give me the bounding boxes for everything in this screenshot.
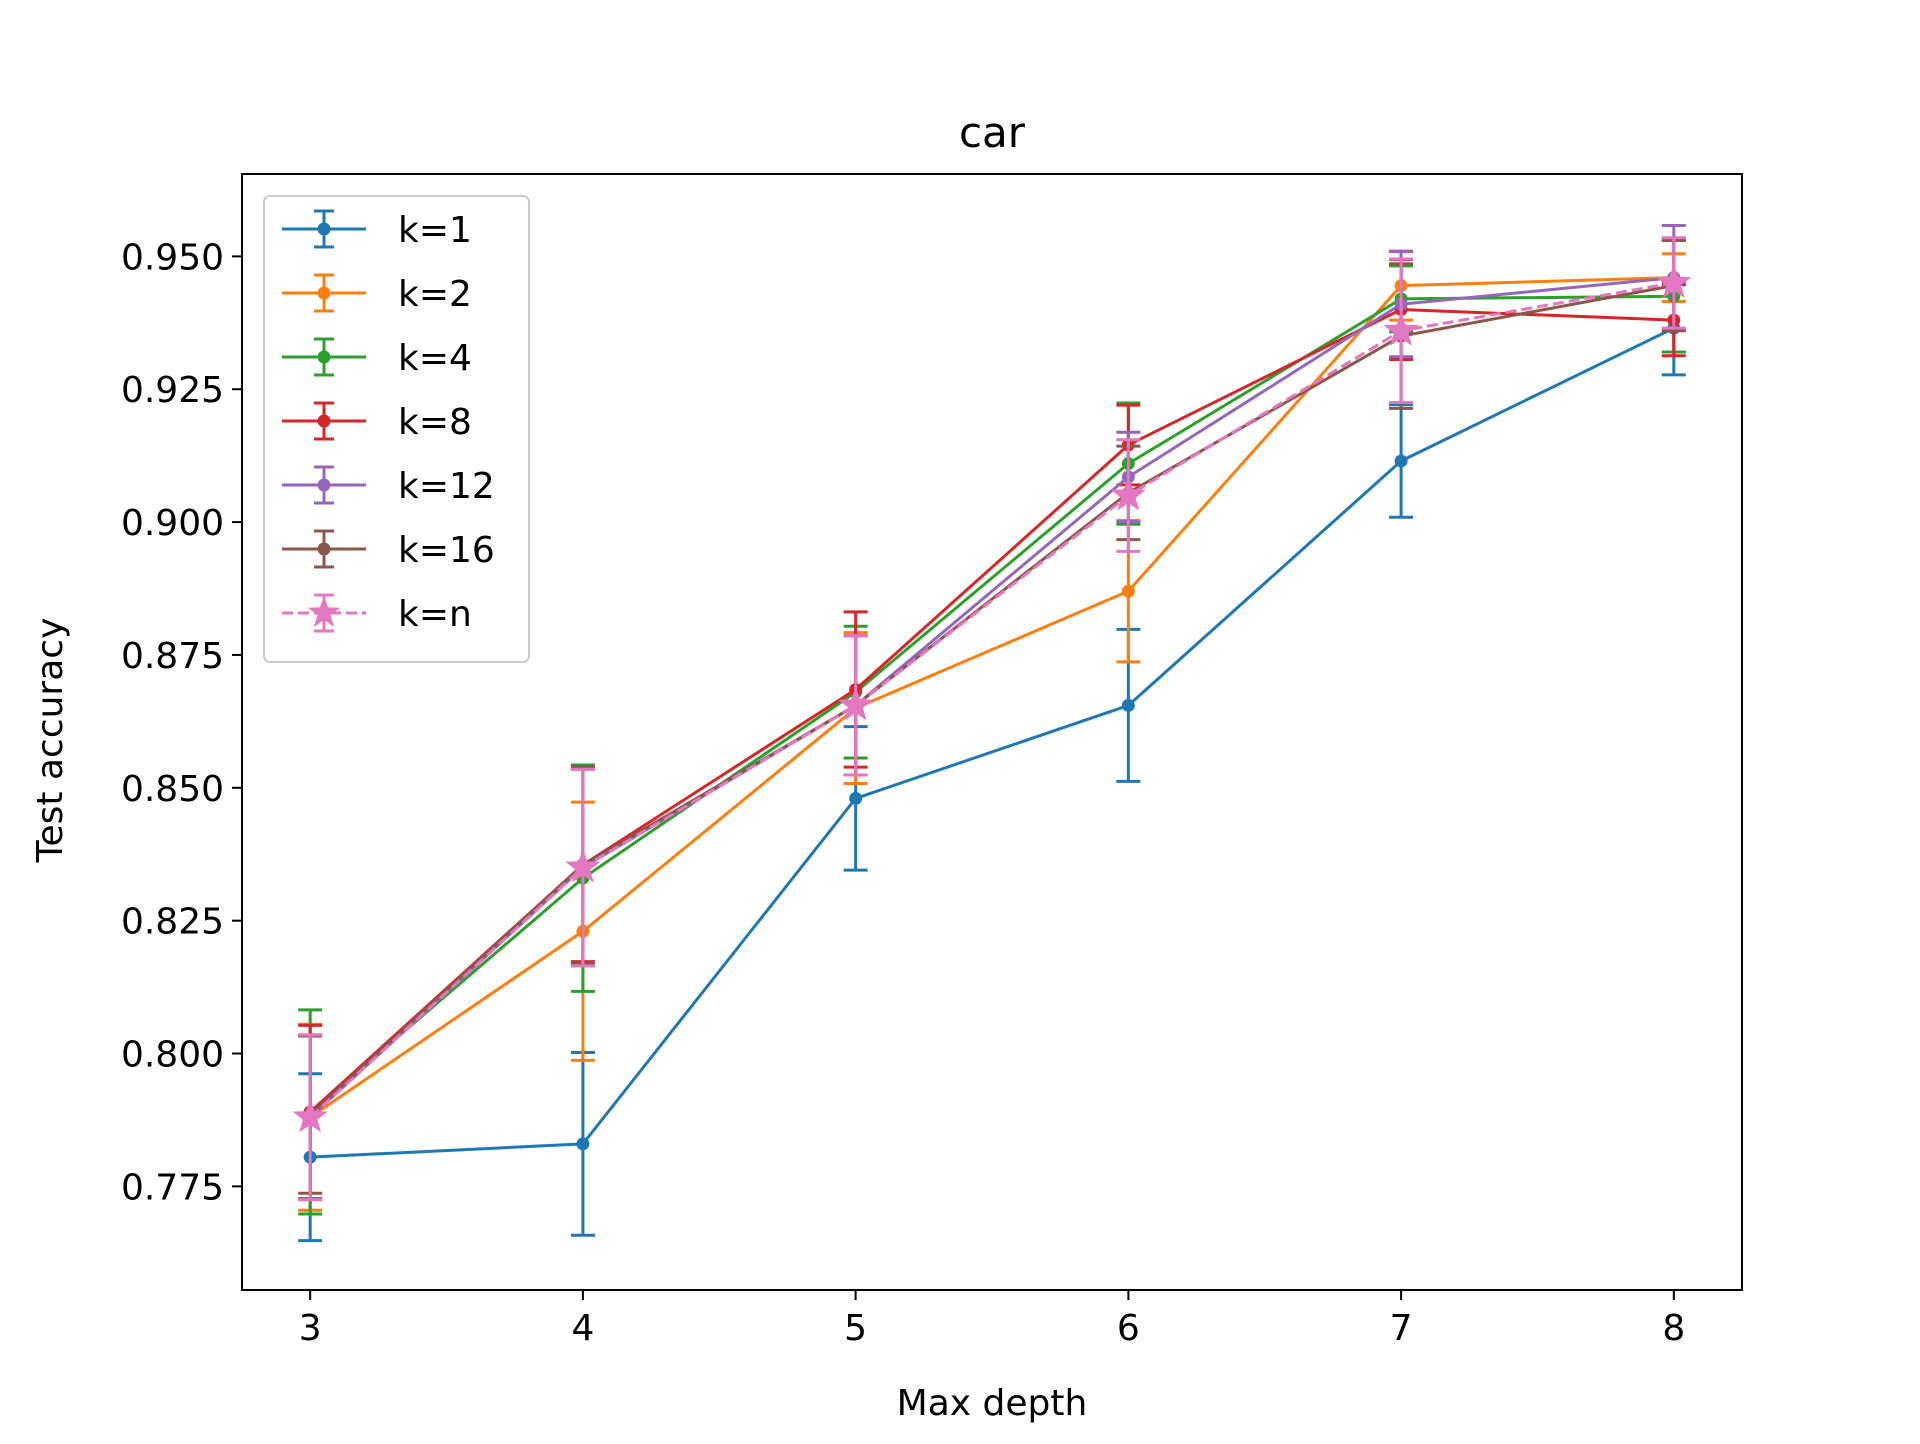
legend-marker (317, 222, 331, 236)
data-point (849, 791, 863, 805)
series-k=1 (298, 279, 1686, 1243)
y-tick-label: 0.825 (121, 902, 224, 943)
series-line (309, 284, 1675, 1116)
legend-marker (307, 596, 341, 627)
plot-area (292, 224, 1692, 1243)
legend-label: k=8 (398, 402, 472, 443)
axes: 3 4 5 6 7 8 0.775 0.800 0.825 0.850 0.875 0.900 0.92… (121, 173, 1743, 1349)
legend-entry: k=16 (282, 529, 495, 571)
legend-marker (317, 350, 331, 364)
data-point (1383, 312, 1419, 346)
x-tick-label: 5 (844, 1308, 867, 1349)
y-tick-label: 0.900 (121, 503, 224, 544)
y-tick-label: 0.875 (121, 636, 224, 677)
legend-marker (317, 414, 331, 428)
y-tick-label: 0.850 (121, 769, 224, 810)
series-k=n (292, 236, 1692, 1202)
data-point (838, 686, 874, 721)
data-point (565, 849, 601, 883)
data-point (292, 1098, 328, 1133)
axes-frame (241, 173, 1743, 1291)
legend-entry: k=n (282, 593, 472, 635)
chart-title: car (959, 108, 1026, 157)
legend-frame (263, 195, 530, 663)
data-point (1656, 264, 1692, 298)
y-tick-label: 0.925 (121, 370, 224, 411)
legend-entry: k=4 (282, 337, 472, 379)
y-tick-label: 0.800 (121, 1035, 224, 1076)
legend-label: k=4 (398, 338, 472, 379)
x-tick-label: 3 (299, 1308, 322, 1349)
legend: k=1 k=2 k=4 k=8 k=12 k=16 k=n (263, 195, 530, 663)
legend-entry: k=2 (282, 273, 472, 315)
y-axis-label: Test accuracy (30, 618, 71, 864)
data-point (1121, 698, 1135, 712)
legend-label: k=16 (398, 530, 495, 571)
legend-entry: k=12 (282, 465, 495, 507)
legend-entry: k=8 (282, 401, 472, 443)
data-point (1121, 584, 1135, 598)
legend-label: k=2 (398, 274, 472, 315)
y-tick-label: 0.775 (121, 1167, 224, 1208)
data-point (576, 1137, 590, 1151)
legend-label: k=12 (398, 466, 495, 507)
y-tick-label: 0.950 (121, 237, 224, 278)
data-point (1394, 454, 1408, 468)
legend-label: k=1 (398, 210, 472, 251)
x-tick-label: 8 (1662, 1308, 1685, 1349)
data-point (1110, 477, 1146, 511)
series-line (309, 276, 1674, 1119)
series-line (310, 326, 1675, 1159)
legend-marker (317, 286, 331, 300)
legend-marker (317, 542, 331, 556)
x-axis-label: Max depth (897, 1383, 1088, 1424)
x-tick-label: 4 (571, 1308, 594, 1349)
legend-marker (317, 478, 331, 492)
legend-entry: k=1 (282, 209, 472, 251)
x-tick-label: 6 (1117, 1308, 1140, 1349)
series-line (309, 281, 1675, 1119)
x-tick-label: 7 (1390, 1308, 1413, 1349)
legend-label: k=n (398, 594, 472, 635)
